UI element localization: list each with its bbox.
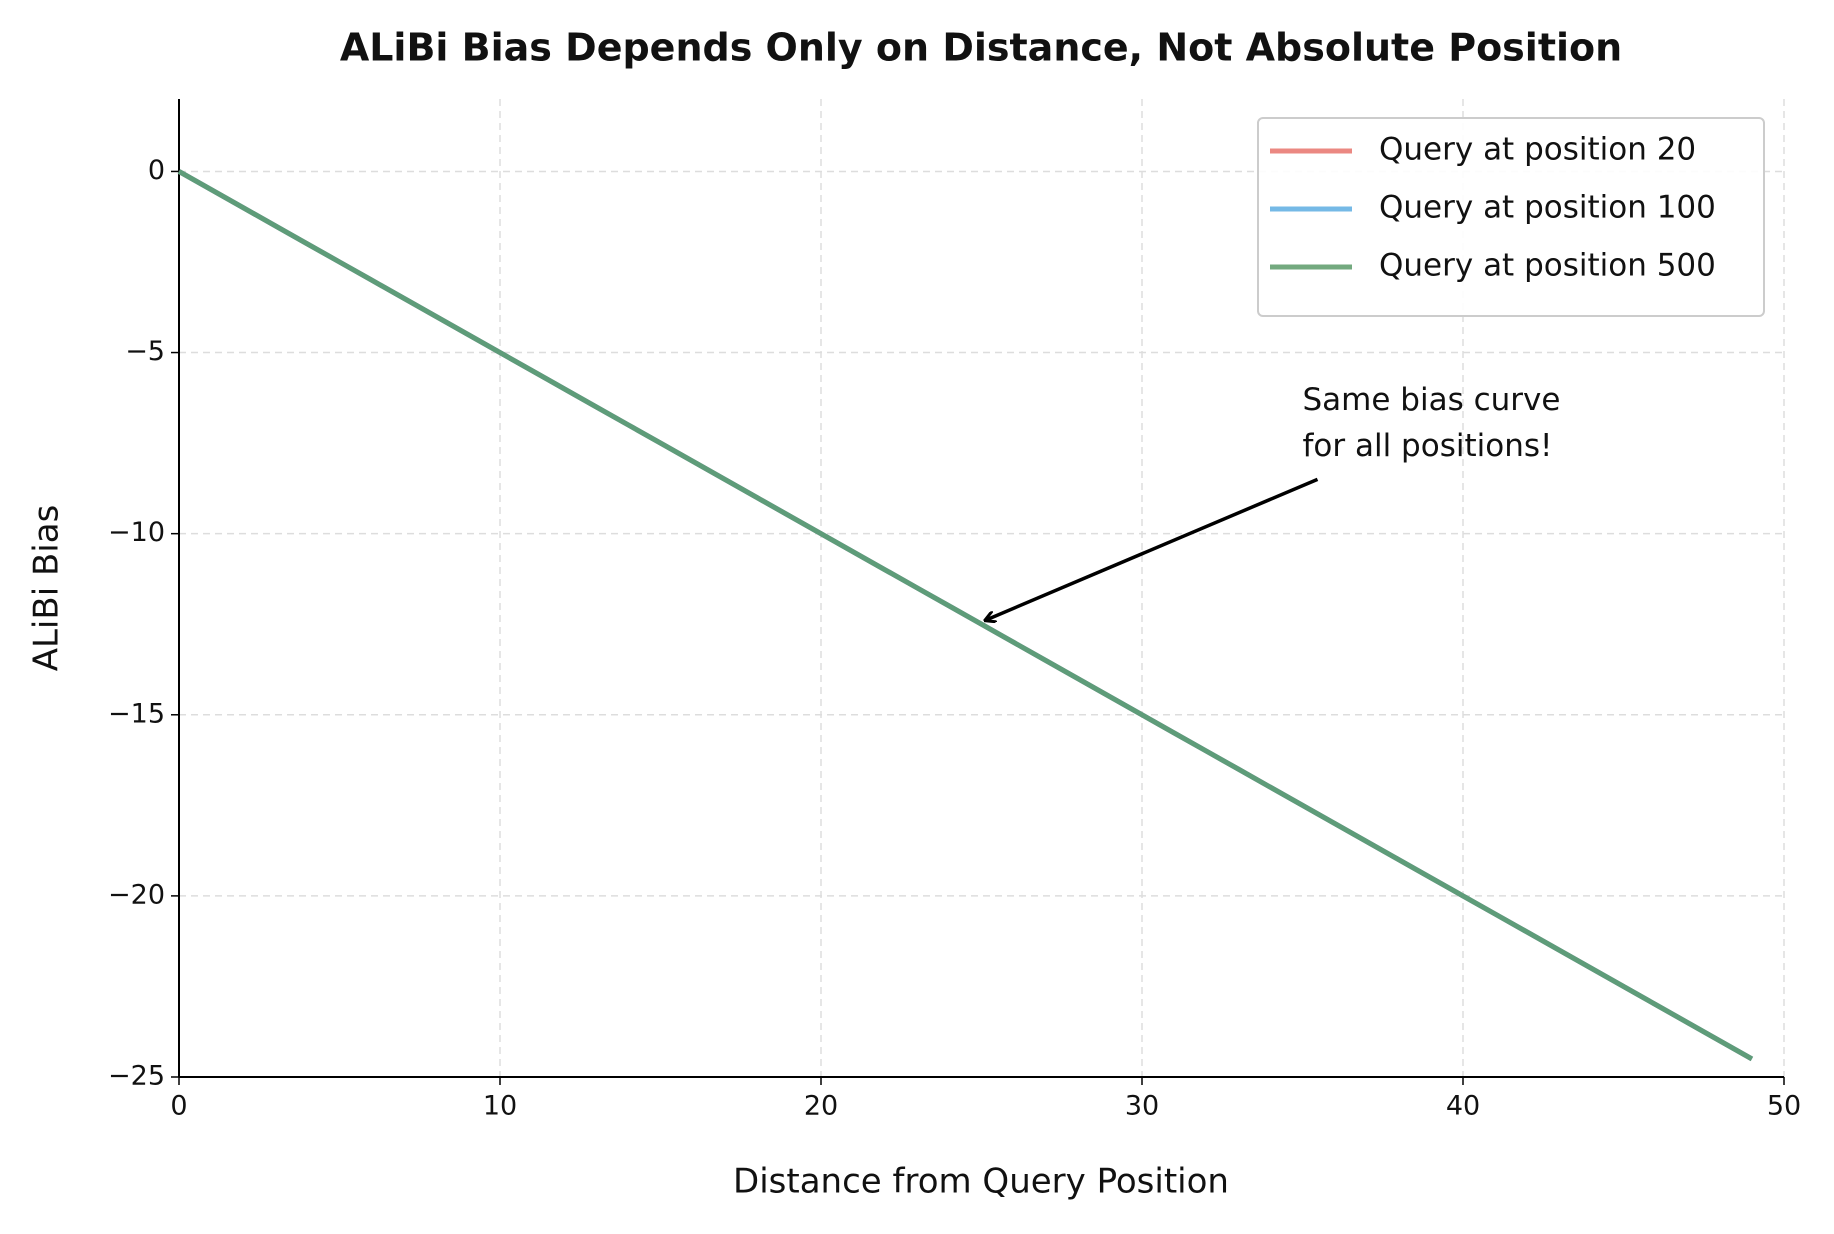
legend-box	[1257, 117, 1765, 317]
y-tick-label: −15	[108, 698, 165, 729]
annotation-arrow	[986, 477, 1319, 620]
x-tick-label: 30	[1125, 1091, 1159, 1122]
x-tick-label: 40	[1446, 1091, 1480, 1122]
y-tick-label: −10	[108, 517, 165, 548]
chart-title: ALiBi Bias Depends Only on Distance, Not…	[340, 26, 1622, 70]
x-axis-label: Distance from Query Position	[733, 1162, 1229, 1202]
x-tick-label: 20	[804, 1091, 838, 1122]
y-tick-label: 0	[148, 155, 165, 186]
annotation-text: Same bias curve	[1303, 382, 1561, 418]
x-tick-label: 0	[170, 1091, 187, 1122]
y-tick-label: −20	[108, 879, 165, 910]
series-line	[177, 169, 1754, 1062]
y-tick-label: −5	[125, 336, 165, 367]
y-axis-label: ALiBi Bias	[27, 505, 67, 672]
x-tick-label: 10	[483, 1091, 517, 1122]
annotation-text: for all positions!	[1303, 428, 1553, 464]
y-tick-label: −25	[108, 1061, 165, 1092]
legend-label: Query at position 100	[1379, 190, 1716, 226]
legend-label: Query at position 20	[1379, 132, 1696, 168]
x-tick-label: 50	[1767, 1091, 1801, 1122]
legend-label: Query at position 500	[1379, 248, 1716, 284]
